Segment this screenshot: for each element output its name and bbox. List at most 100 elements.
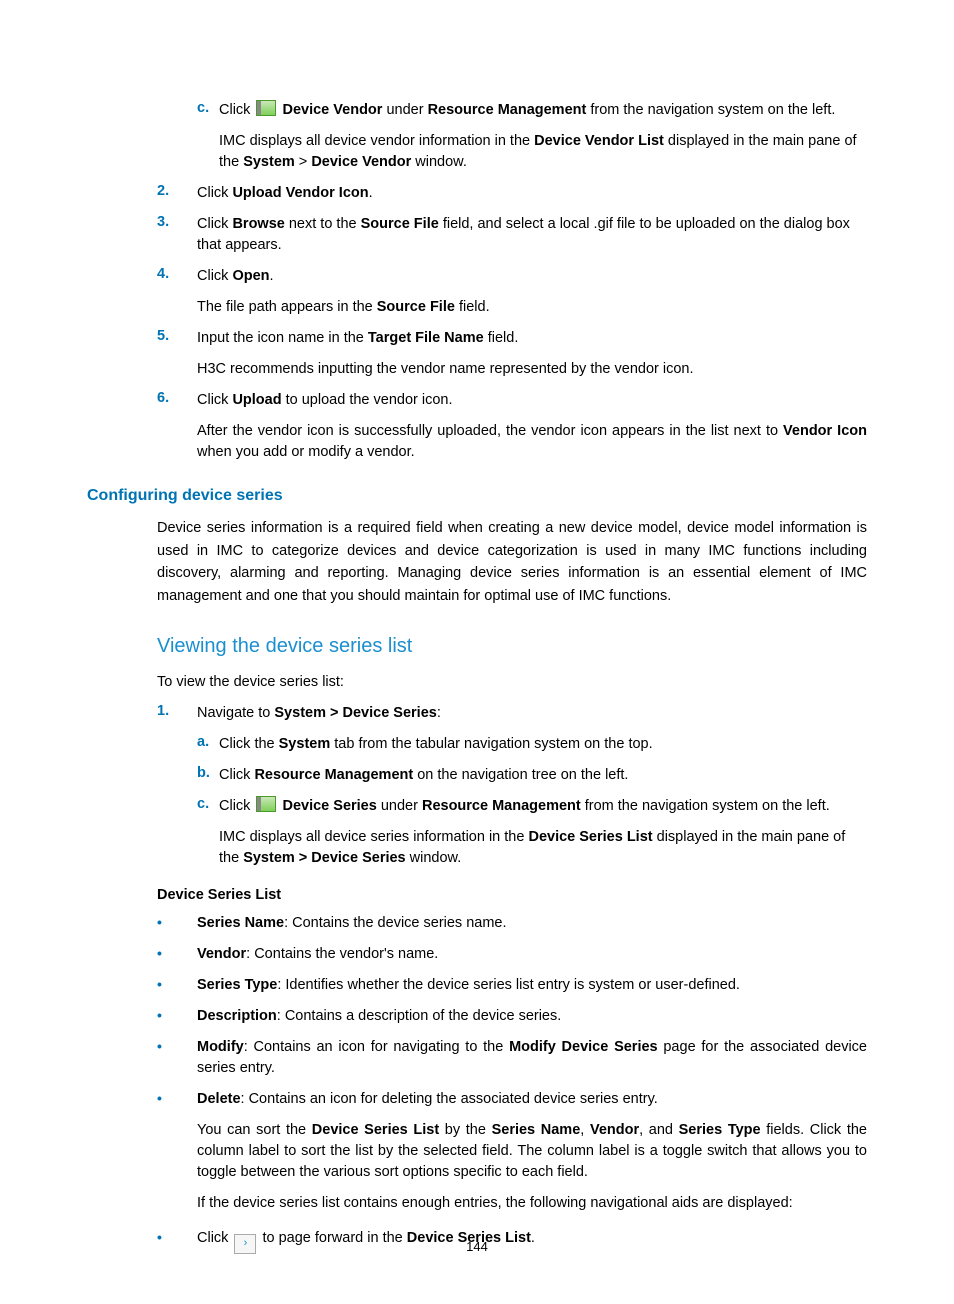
bold-text: Device Vendor List: [534, 133, 664, 149]
text: Click: [219, 767, 254, 783]
text: tab from the tabular navigation system o…: [330, 736, 652, 752]
step-marker: 3.: [157, 214, 197, 256]
text: : Contains the vendor's name.: [246, 946, 438, 962]
list-item: • Vendor: Contains the vendor's name.: [157, 944, 867, 965]
follow-text: If the device series list contains enoug…: [197, 1193, 867, 1214]
item-body: Vendor: Contains the vendor's name.: [197, 944, 867, 965]
text: : Identifies whether the device series l…: [277, 977, 740, 993]
sub-step-c: c. Click Device Vendor under Resource Ma…: [157, 100, 867, 173]
bold-text: Resource Management: [422, 798, 581, 814]
text: from the navigation system on the left.: [586, 102, 835, 118]
heading-configuring-device-series: Configuring device series: [87, 487, 867, 505]
follow-text: IMC displays all device series informati…: [219, 827, 867, 869]
text: to upload the vendor icon.: [282, 392, 453, 408]
bold-text: System > Device Series: [243, 850, 405, 866]
bold-text: Upload: [232, 392, 281, 408]
item-body: Modify: Contains an icon for navigating …: [197, 1037, 867, 1079]
content-area: c. Click Device Vendor under Resource Ma…: [157, 100, 867, 463]
bold-text: Vendor: [197, 946, 246, 962]
text: Click: [197, 185, 232, 201]
text: field.: [455, 299, 490, 315]
heading-viewing-device-series-list: Viewing the device series list: [157, 635, 867, 658]
text: by the: [439, 1122, 491, 1138]
bold-text: Device Series List: [528, 829, 652, 845]
text: next to the: [285, 216, 361, 232]
bold-text: System > Device Series: [274, 705, 436, 721]
bold-text: Vendor: [590, 1122, 639, 1138]
view-sub-b: b. Click Resource Management on the navi…: [157, 765, 867, 786]
bold-text: Vendor Icon: [783, 423, 867, 439]
step-body: Click Upload Vendor Icon.: [197, 183, 867, 204]
device-series-list-heading: Device Series List: [157, 887, 867, 903]
list-item: • Modify: Contains an icon for navigatin…: [157, 1037, 867, 1079]
step-body: Navigate to System > Device Series:: [197, 703, 867, 724]
list-item: • Delete: Contains an icon for deleting …: [157, 1089, 867, 1214]
bold-text: Source File: [361, 216, 439, 232]
view-sub-a: a. Click the System tab from the tabular…: [157, 734, 867, 755]
text: Click: [219, 102, 254, 118]
bold-text: Device Vendor: [311, 154, 411, 170]
bold-text: Delete: [197, 1091, 241, 1107]
text: window.: [406, 850, 462, 866]
follow-text: After the vendor icon is successfully up…: [197, 421, 867, 463]
text: : Contains an icon for navigating to the: [244, 1039, 509, 1055]
view-sub-c: c. Click Device Series under Resource Ma…: [157, 796, 867, 869]
text: under: [382, 102, 427, 118]
step-body: Input the icon name in the Target File N…: [197, 328, 867, 380]
bold-text: Device Series List: [312, 1122, 439, 1138]
bold-text: Modify: [197, 1039, 244, 1055]
bold-text: Browse: [232, 216, 284, 232]
bullet-icon: •: [157, 913, 197, 934]
text: After the vendor icon is successfully up…: [197, 423, 783, 439]
step-2: 2. Click Upload Vendor Icon.: [157, 183, 867, 204]
view-intro: To view the device series list:: [157, 672, 867, 693]
dsl-bullets: • Series Name: Contains the device serie…: [157, 913, 867, 1254]
follow-text: H3C recommends inputting the vendor name…: [197, 359, 867, 380]
follow-text: The file path appears in the Source File…: [197, 297, 867, 318]
text: You can sort the: [197, 1122, 312, 1138]
text: Click: [219, 798, 254, 814]
bold-text: Series Type: [197, 977, 277, 993]
text: ,: [580, 1122, 590, 1138]
bullet-icon: •: [157, 1006, 197, 1027]
step-5: 5. Input the icon name in the Target Fil…: [157, 328, 867, 380]
bold-text: Device Series: [282, 798, 376, 814]
bold-text: Upload Vendor Icon: [232, 185, 368, 201]
step-3: 3. Click Browse next to the Source File …: [157, 214, 867, 256]
bold-text: Resource Management: [428, 102, 587, 118]
text: Click the: [219, 736, 279, 752]
step-marker: 4.: [157, 266, 197, 318]
text: field.: [484, 330, 519, 346]
page-number: 144: [0, 1239, 954, 1254]
bold-text: Modify Device Series: [509, 1039, 658, 1055]
text: , and: [639, 1122, 679, 1138]
bullet-icon: •: [157, 1089, 197, 1214]
text: .: [270, 268, 274, 284]
bold-text: Source File: [377, 299, 455, 315]
step-marker: a.: [197, 734, 219, 755]
bullet-icon: •: [157, 1037, 197, 1079]
item-body: Series Type: Identifies whether the devi…: [197, 975, 867, 996]
document-page: c. Click Device Vendor under Resource Ma…: [0, 0, 954, 1304]
view-step-1: 1. Navigate to System > Device Series:: [157, 703, 867, 724]
step-6: 6. Click Upload to upload the vendor ico…: [157, 390, 867, 463]
step-body: Click Open. The file path appears in the…: [197, 266, 867, 318]
list-item: • Description: Contains a description of…: [157, 1006, 867, 1027]
bold-text: Series Name: [492, 1122, 581, 1138]
bold-text: Device Vendor: [282, 102, 382, 118]
step-body: Click Resource Management on the navigat…: [219, 765, 867, 786]
text: The file path appears in the: [197, 299, 377, 315]
text: Navigate to: [197, 705, 274, 721]
step-marker: 1.: [157, 703, 197, 724]
bold-text: Series Name: [197, 915, 284, 931]
text: under: [377, 798, 422, 814]
text: when you add or modify a vendor.: [197, 444, 415, 460]
text: IMC displays all device series informati…: [219, 829, 528, 845]
bold-text: Resource Management: [254, 767, 413, 783]
text: Click: [197, 392, 232, 408]
item-body: Delete: Contains an icon for deleting th…: [197, 1089, 867, 1214]
bold-text: System: [279, 736, 331, 752]
step-marker: 2.: [157, 183, 197, 204]
view-steps: 1. Navigate to System > Device Series: a…: [157, 703, 867, 869]
list-item: • Series Name: Contains the device serie…: [157, 913, 867, 934]
